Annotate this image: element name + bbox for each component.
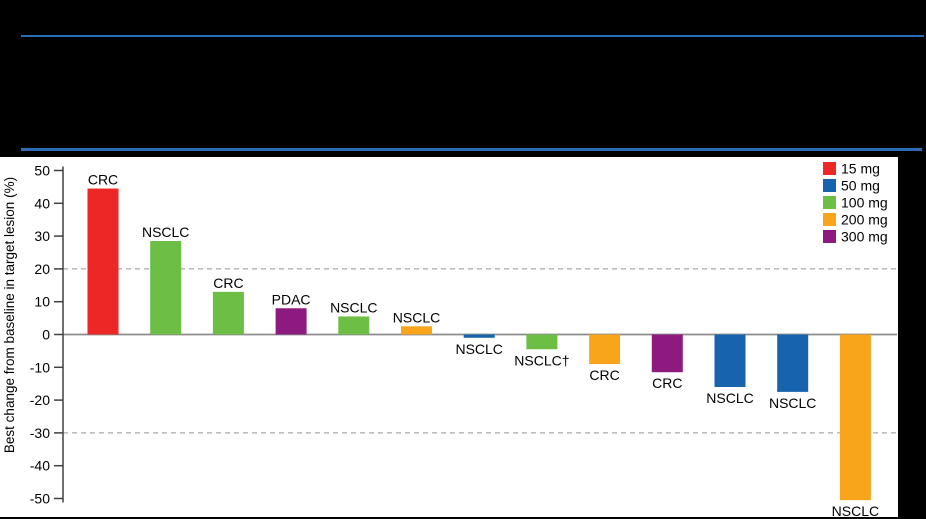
bar-1-15mg — [87, 188, 119, 335]
legend-label-300mg: 300 mg — [841, 229, 888, 245]
bar-3-100mg — [212, 291, 244, 335]
bar-7-50mg — [463, 334, 495, 338]
legend-label-50mg: 50 mg — [841, 178, 880, 194]
y-tick-label--50: -50 — [30, 491, 50, 507]
bar-11-50mg — [714, 334, 746, 387]
y-tick-label-20: 20 — [34, 261, 50, 277]
y-tick-label--40: -40 — [30, 458, 50, 474]
y-tick-label-30: 30 — [34, 228, 50, 244]
legend-label-15mg: 15 mg — [841, 161, 880, 177]
header-divider-bottom — [21, 148, 922, 151]
bar-13-200mg — [839, 334, 871, 501]
waterfall-chart-panel: Best change from baseline in target lesi… — [0, 157, 898, 519]
legend-label-200mg: 200 mg — [841, 212, 888, 228]
bar-8-100mg — [526, 334, 558, 350]
y-tick-label-10: 10 — [34, 294, 50, 310]
bar-label-9: CRC — [589, 367, 619, 383]
bar-label-2: NSCLC — [142, 224, 189, 240]
y-tick-label--30: -30 — [30, 425, 50, 441]
bar-label-4: PDAC — [272, 291, 311, 307]
bar-label-13: NSCLC — [832, 503, 879, 519]
y-tick-label--10: -10 — [30, 359, 50, 375]
bar-label-11: NSCLC — [706, 390, 753, 406]
bar-6-200mg — [401, 326, 432, 335]
bar-label-6: NSCLC — [393, 309, 440, 325]
legend-swatch-15mg — [823, 162, 836, 175]
y-tick-label-50: 50 — [34, 163, 50, 179]
bar-label-3: CRC — [213, 275, 243, 291]
bar-label-8: NSCLC† — [514, 352, 569, 368]
bar-4-300mg — [275, 308, 307, 335]
legend-swatch-300mg — [823, 230, 836, 243]
y-axis-title: Best change from baseline in target lesi… — [2, 177, 17, 453]
bar-label-10: CRC — [652, 375, 682, 391]
header-divider-top — [21, 35, 924, 37]
bar-9-200mg — [589, 334, 621, 365]
y-tick-label-0: 0 — [42, 327, 50, 343]
bar-label-5: NSCLC — [330, 299, 377, 315]
legend-swatch-200mg — [823, 213, 836, 226]
legend-swatch-50mg — [823, 179, 836, 192]
waterfall-chart: Best change from baseline in target lesi… — [2, 161, 897, 519]
bar-2-100mg — [150, 241, 182, 335]
bar-12-50mg — [777, 334, 809, 392]
y-tick-label--20: -20 — [30, 392, 50, 408]
bar-10-300mg — [651, 334, 683, 373]
legend-swatch-100mg — [823, 196, 836, 209]
legend-label-100mg: 100 mg — [841, 195, 888, 211]
bar-label-12: NSCLC — [769, 395, 816, 411]
y-tick-label-40: 40 — [34, 195, 50, 211]
bar-label-1: CRC — [88, 172, 118, 188]
bar-5-100mg — [338, 316, 370, 335]
bar-label-7: NSCLC — [455, 341, 502, 357]
